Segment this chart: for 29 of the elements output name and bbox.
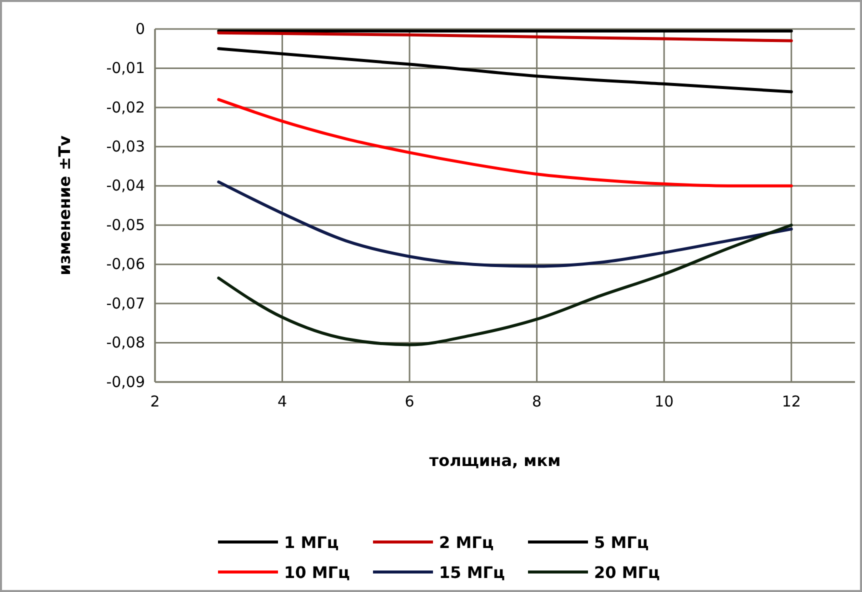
line-series [217,224,793,346]
x-tick-label: 4 [278,392,288,411]
y-axis-title: изменение ±Tv [55,135,74,276]
line-series [217,98,793,188]
y-tick-label: -0,07 [106,294,145,312]
x-tick-label: 8 [532,392,542,411]
y-tick-label: -0,06 [106,255,145,274]
x-tick-label: 12 [782,392,801,411]
y-tick-label: -0,02 [106,98,145,116]
y-tick-label: -0,05 [106,216,145,234]
legend-label: 20 МГц [594,563,660,582]
x-tick-label: 2 [150,392,160,411]
legend-label: 5 МГц [594,533,649,552]
legend-label: 10 МГц [284,563,350,582]
y-tick-label: -0,03 [106,137,145,156]
line-series [217,31,793,42]
y-tick-label: -0,09 [106,372,145,391]
x-axis-title: толщина, мкм [429,451,561,470]
legend-label: 15 МГц [439,563,505,582]
y-tick-label: -0,01 [106,59,145,78]
line-series [217,180,793,268]
y-tick-label: 0 [135,20,145,38]
y-tick-label: -0,08 [106,334,145,352]
x-tick-label: 6 [404,392,414,411]
y-tick-label: -0,04 [106,176,145,195]
legend-label: 2 МГц [439,533,494,552]
line-series [217,47,793,94]
x-tick-label: 10 [654,392,674,411]
legend-label: 1 МГц [284,533,339,552]
